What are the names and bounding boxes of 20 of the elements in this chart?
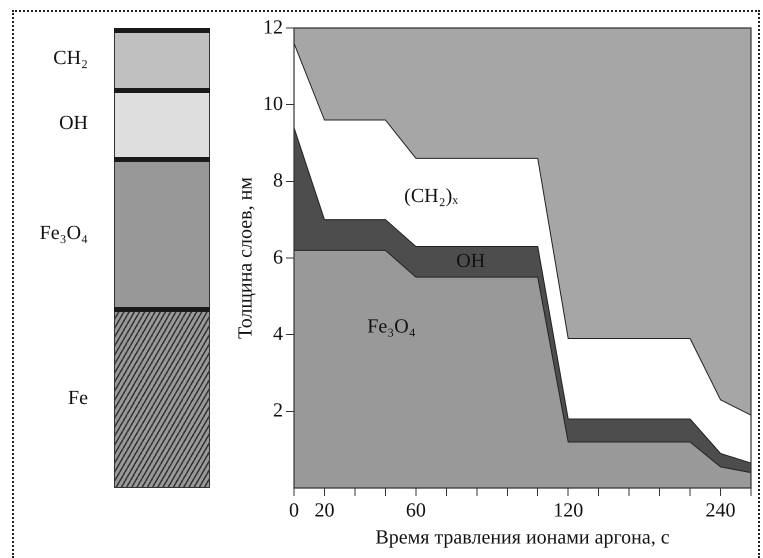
series-label: Fe₃O₄ <box>367 315 416 338</box>
text: CH₂ <box>53 47 88 70</box>
x-axis-title: Время травления ионами аргона, с <box>375 526 670 548</box>
y-tick-label: 4 <box>273 322 283 345</box>
x-tick-label: 0 <box>289 499 299 522</box>
series-label: OH <box>456 250 486 272</box>
y-tick-label: 10 <box>263 92 283 115</box>
series-label: (CH₂)ₓ <box>404 184 458 207</box>
x-tick-label: 120 <box>553 499 584 522</box>
x-tick-label: 60 <box>406 499 426 522</box>
x-tick-label: 240 <box>706 499 736 522</box>
y-tick-label: 8 <box>273 170 283 192</box>
text: Fe₃O₄ <box>40 222 88 244</box>
y-axis-title: Толщина слоев, нм <box>234 176 256 339</box>
text: Fe <box>68 387 88 410</box>
y-tick-label: 2 <box>273 400 283 422</box>
text: OH <box>59 112 88 135</box>
y-tick-label: 12 <box>263 16 283 38</box>
x-tick-label: 20 <box>314 499 334 522</box>
y-tick-label: 6 <box>273 246 283 268</box>
